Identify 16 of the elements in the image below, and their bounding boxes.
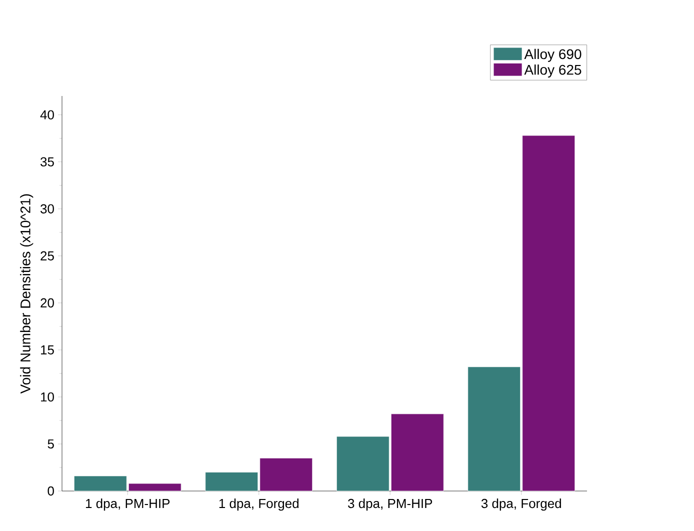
legend-label: Alloy 625: [524, 64, 582, 78]
legend-label: Alloy 690: [524, 48, 582, 62]
x-tick-label: 3 dpa, Forged: [481, 498, 561, 511]
y-axis-title: Void Number Densities (x10^21): [20, 194, 34, 394]
y-tick-label: 20: [40, 298, 54, 308]
y-tick-label: 25: [40, 251, 54, 260]
y-tick-label: 15: [40, 345, 54, 354]
y-tick-label: 40: [40, 110, 54, 120]
x-tick-label: 3 dpa, PM-HIP: [348, 498, 432, 511]
y-tick-label: 5: [48, 439, 54, 449]
x-tick-label: 1 dpa, PM-HIP: [86, 498, 170, 511]
y-tick-label: 10: [40, 392, 54, 402]
x-tick-label: 1 dpa, Forged: [219, 498, 298, 511]
y-tick-label: 30: [40, 204, 54, 214]
y-tick-label: 35: [40, 157, 54, 166]
y-tick-label: 0: [48, 486, 54, 496]
